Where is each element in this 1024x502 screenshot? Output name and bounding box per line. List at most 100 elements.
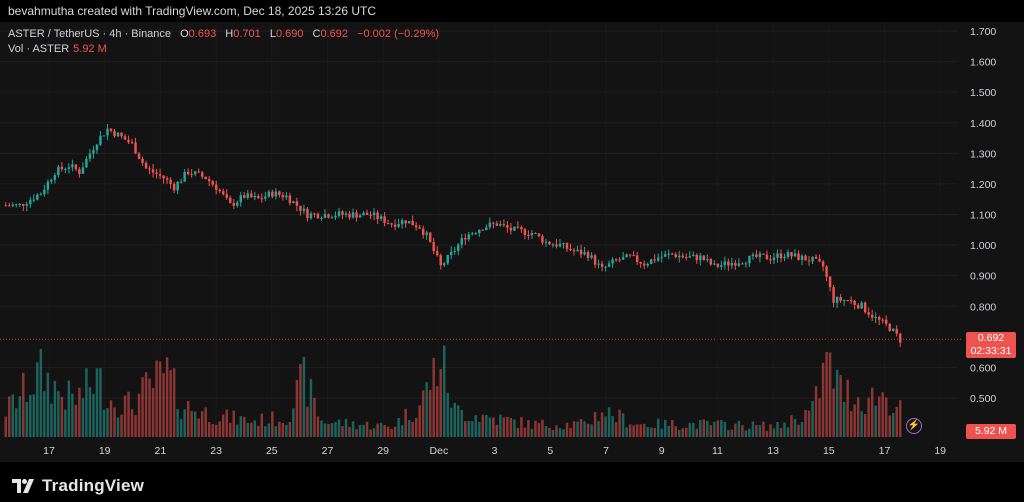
candle-body	[36, 194, 39, 200]
candle-body	[811, 256, 814, 262]
tradingview-logo[interactable]: TradingView	[12, 476, 144, 496]
candle-body	[162, 175, 165, 179]
volume-bar	[337, 419, 341, 437]
volume-bar	[513, 419, 516, 437]
candle-body	[671, 253, 674, 255]
candle-body	[863, 302, 867, 313]
volume-bar	[720, 419, 723, 437]
low-value: 0.690	[275, 28, 304, 40]
candle-body	[407, 220, 411, 224]
candle-body	[341, 211, 344, 215]
volume-bar	[499, 414, 502, 437]
volume-bar	[706, 421, 709, 437]
volume-bar	[320, 420, 323, 437]
volume-bar	[765, 430, 769, 437]
candle-body	[688, 256, 692, 258]
volume-bar	[877, 396, 881, 437]
candlestick-chart[interactable]: 1.700 1.600 1.500 1.400 1.300 1.200 1.100 1.000…	[0, 0, 1024, 466]
volume-bar	[169, 370, 172, 437]
candle-body	[137, 153, 141, 159]
candle-body	[762, 253, 765, 255]
candle-body	[243, 195, 246, 198]
volume-bar	[537, 422, 541, 437]
lightning-icon[interactable]: ⚡	[906, 418, 922, 434]
volume-bar	[874, 405, 877, 437]
volume-bar	[551, 429, 555, 437]
volume-bar	[681, 428, 684, 437]
volume-bar	[134, 415, 137, 437]
volume-bar	[271, 411, 274, 437]
footer: TradingView	[0, 466, 1024, 502]
candle-body	[320, 217, 323, 219]
y-tick-label: 0.600	[970, 362, 996, 374]
candle-body	[709, 259, 713, 265]
symbol-label[interactable]: ASTER / TetherUS · 4h · Binance	[8, 28, 172, 40]
candle-body	[169, 179, 172, 184]
candle-body	[727, 261, 730, 266]
volume-legend: Vol · ASTER 5.92 M	[8, 43, 107, 55]
volume-bar	[464, 421, 467, 437]
candle-body	[25, 204, 29, 206]
candle-body	[730, 262, 734, 266]
volume-bar	[804, 409, 807, 437]
candle-body	[113, 130, 116, 137]
close-label: C	[312, 28, 321, 40]
candle-body	[769, 259, 772, 261]
candle-body	[404, 220, 407, 224]
volume-bar	[713, 421, 716, 437]
volume-bar	[204, 407, 207, 437]
volume-bar	[302, 356, 306, 437]
volume-bar	[649, 427, 653, 437]
volume-bar	[800, 422, 804, 437]
volume-value: 5.92 M	[73, 43, 107, 55]
candle-body	[186, 171, 190, 175]
volume-bar	[246, 423, 250, 437]
x-tick-label: 27	[322, 445, 334, 457]
candle-body	[835, 297, 839, 303]
candle-body	[555, 244, 558, 247]
candle-body	[330, 217, 334, 219]
candle-body	[474, 233, 478, 235]
candle-body	[892, 328, 895, 331]
volume-bar	[621, 413, 625, 437]
volume-bar	[116, 417, 120, 437]
volume-bar	[348, 426, 351, 437]
open-label: O	[180, 28, 189, 40]
candle-body	[386, 223, 390, 225]
candle-body	[134, 142, 137, 154]
candle-body	[821, 261, 825, 267]
volume-bar	[734, 423, 737, 437]
volume-bar	[671, 420, 674, 437]
volume-bar	[316, 416, 320, 437]
candle-body	[236, 202, 239, 206]
volume-bar	[306, 406, 309, 437]
volume-bar	[32, 394, 36, 437]
candle-body	[590, 255, 593, 258]
volume-bar	[379, 422, 383, 437]
last-price-tag: 0.692 02:33:31	[966, 332, 1016, 358]
volume-bar	[892, 412, 895, 437]
candle-body	[716, 263, 720, 267]
volume-bar	[243, 416, 246, 437]
volume-bar	[165, 357, 169, 437]
volume-bar	[727, 430, 730, 437]
candle-body	[548, 241, 551, 245]
candle-body	[793, 253, 797, 257]
volume-bar	[267, 423, 271, 437]
volume-bar	[330, 423, 334, 437]
volume-label[interactable]: Vol · ASTER	[8, 43, 70, 55]
candle-body	[74, 164, 78, 170]
volume-bar	[772, 428, 776, 437]
volume-bar	[362, 424, 365, 437]
volume-bar	[22, 372, 25, 437]
y-tick-label: 1.200	[970, 179, 996, 191]
volume-bar	[390, 428, 393, 437]
volume-bar	[369, 429, 372, 437]
candle-body	[832, 287, 835, 303]
candle-body	[323, 214, 327, 218]
volume-bar	[632, 425, 635, 437]
volume-bar	[481, 414, 485, 437]
candle-body	[211, 181, 214, 185]
volume-bar	[341, 426, 344, 437]
x-tick-label: 19	[99, 445, 111, 457]
